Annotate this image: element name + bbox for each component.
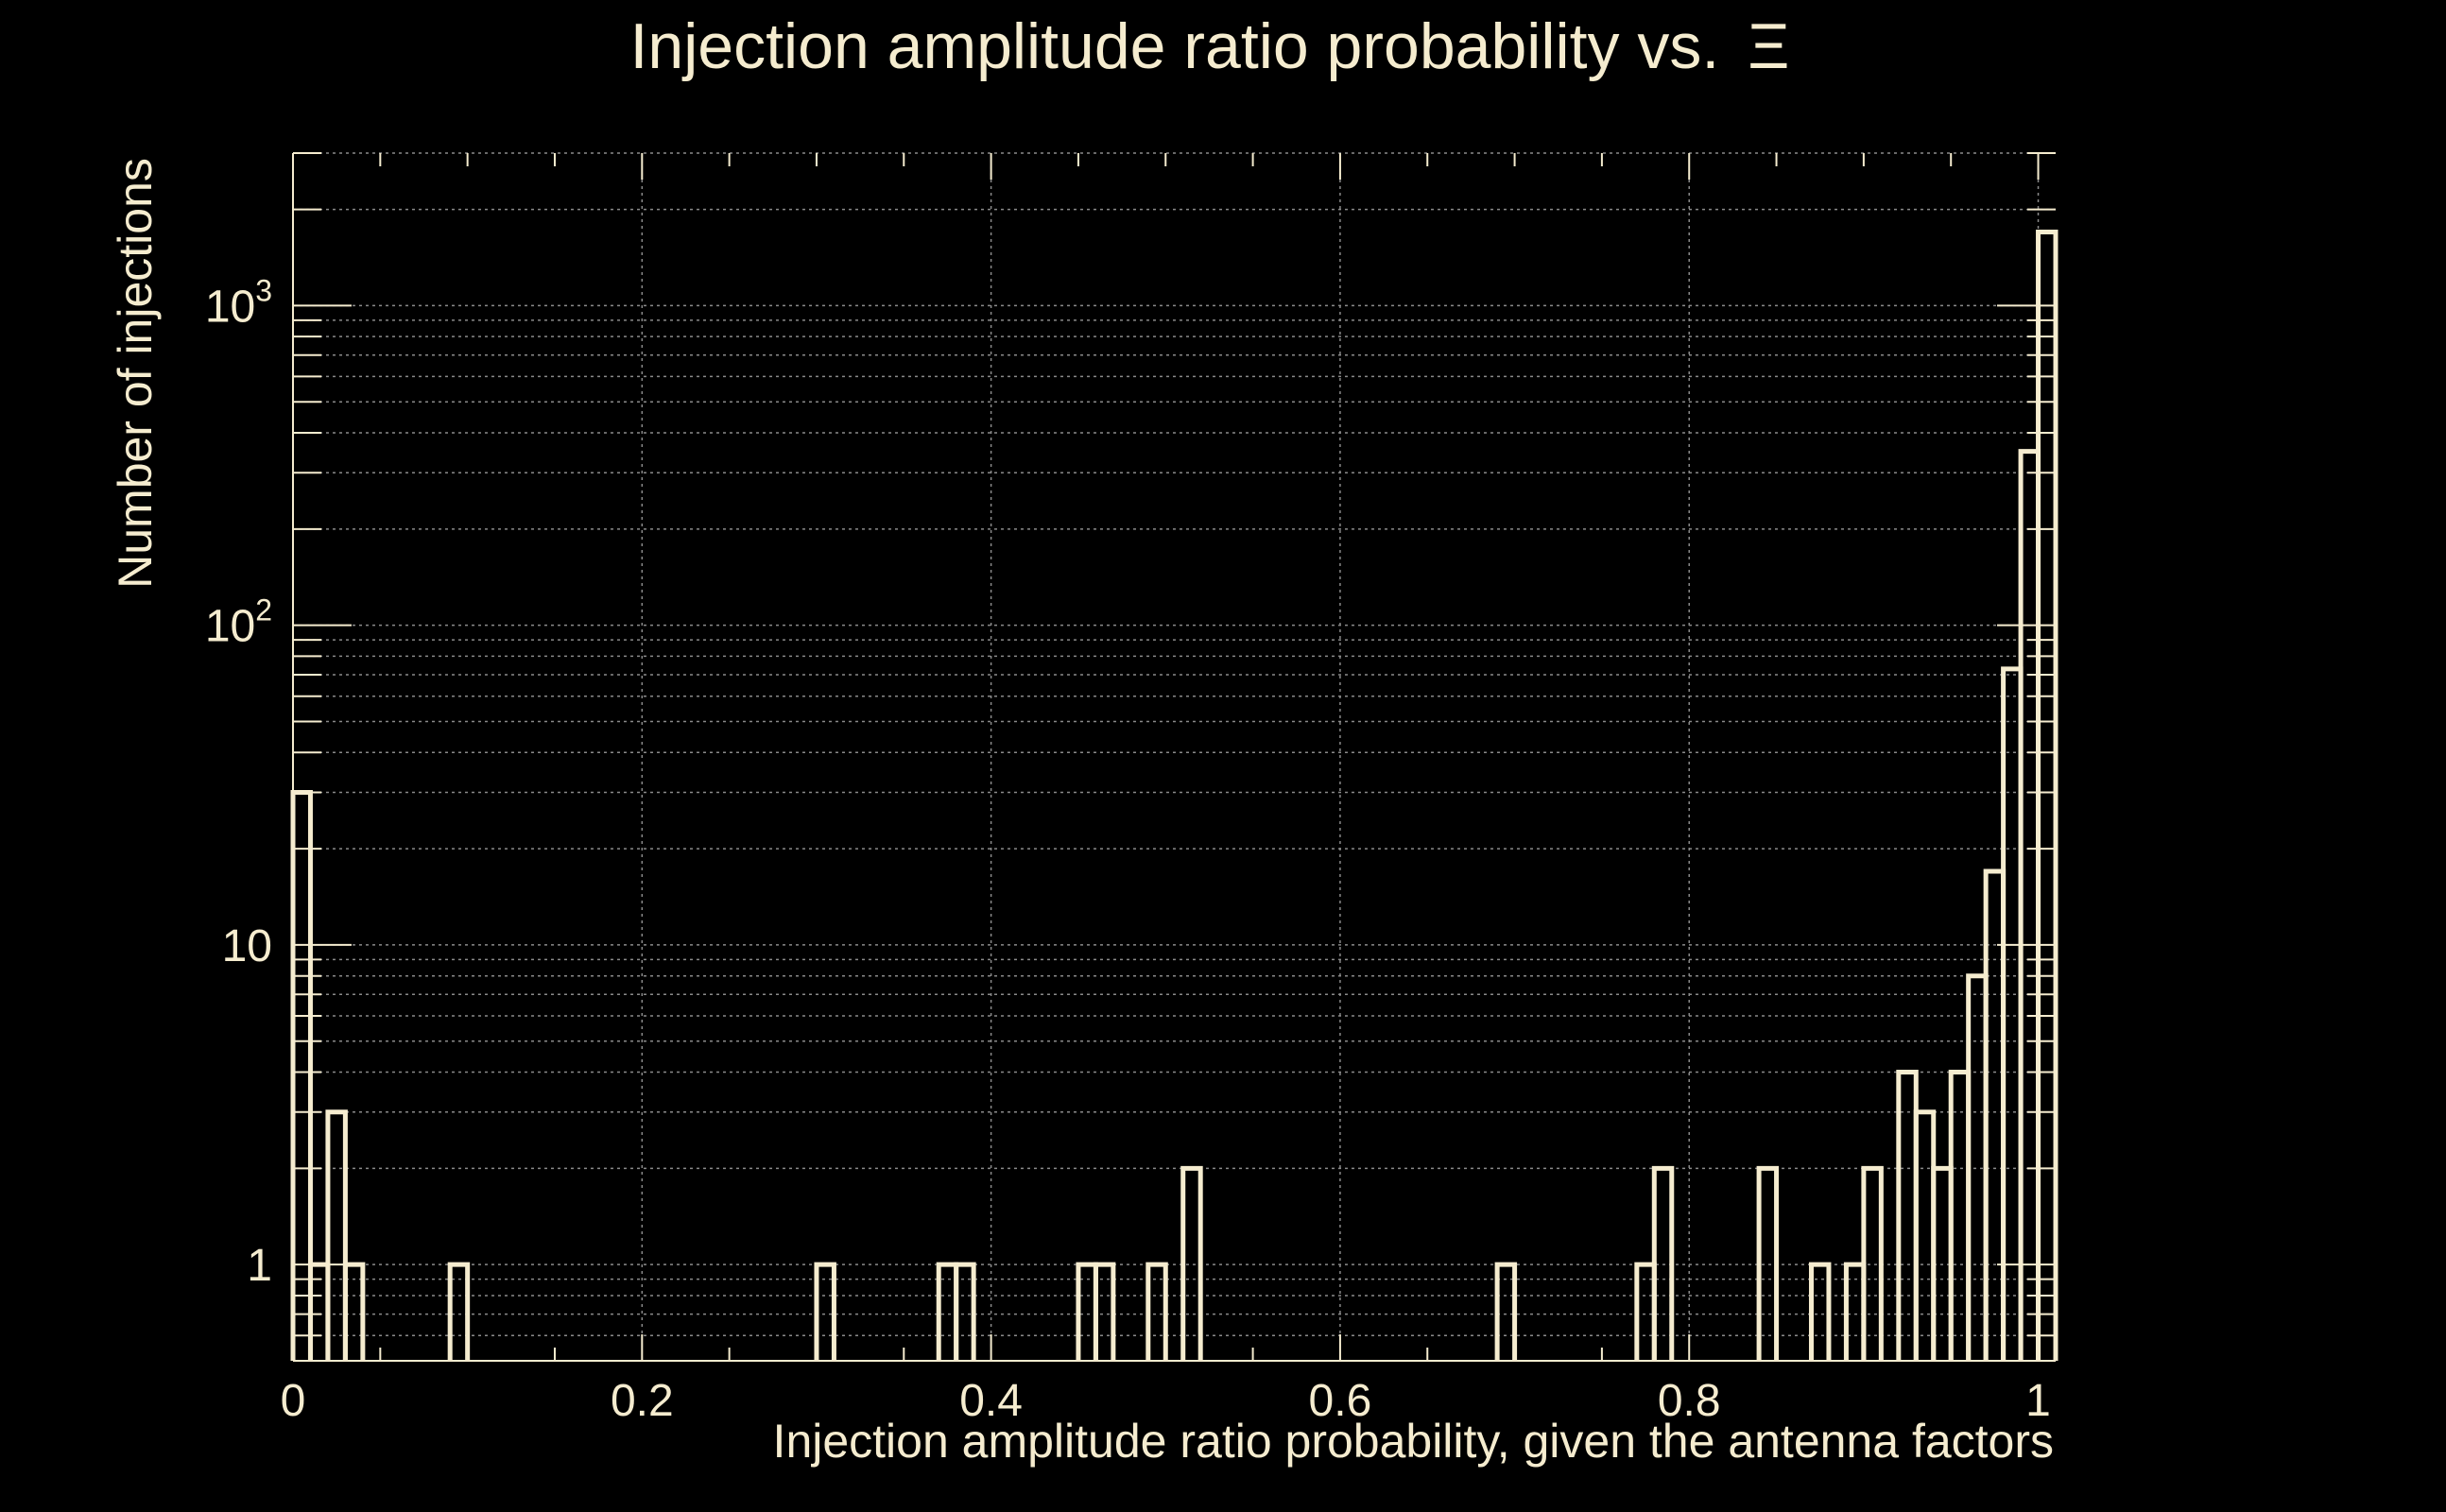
histogram-bin	[447, 1262, 471, 1361]
histogram-bin	[1756, 1165, 1780, 1361]
histogram-bin	[290, 790, 313, 1361]
chart-title: Injection amplitude ratio probability vs…	[629, 10, 1789, 82]
x-tick-label: 0.8	[1658, 1376, 1721, 1426]
chart-title-symbol: Ξ	[1748, 10, 1789, 82]
histogram-bin	[1808, 1262, 1832, 1361]
x-tick-label: 0.2	[611, 1376, 674, 1426]
chart-title-text: Injection amplitude ratio probability vs…	[629, 10, 1719, 82]
histogram-bin	[1913, 1109, 1937, 1361]
histogram-bin	[936, 1262, 959, 1361]
histogram-bin	[1896, 1070, 1919, 1361]
y-tick-label: 1	[247, 1241, 272, 1291]
histogram-bin	[2001, 666, 2024, 1361]
x-tick-label: 0.4	[959, 1376, 1023, 1426]
histogram-bin	[1494, 1262, 1518, 1361]
y-tick-label: 103	[205, 273, 272, 332]
histogram-series	[290, 229, 2058, 1361]
x-tick-label: 0	[281, 1376, 306, 1426]
histogram-bin	[1180, 1165, 1203, 1361]
x-axis-label: Injection amplitude ratio probability, g…	[773, 1415, 2054, 1468]
histogram-bin	[1861, 1165, 1884, 1361]
y-axis-label: Number of injections	[109, 158, 162, 589]
x-tick-label: 0.6	[1309, 1376, 1372, 1426]
histogram-bin	[2036, 229, 2058, 1361]
x-tick-label: 1	[2025, 1376, 2051, 1426]
tick-labels: 0 0.2 0.4 0.6 0.8 1 1 10 102 103	[205, 273, 2051, 1426]
histogram-bin	[1145, 1262, 1168, 1361]
histogram-bin	[1093, 1262, 1116, 1361]
histogram-bin	[954, 1262, 976, 1361]
histogram-bin	[814, 1262, 836, 1361]
grid-layer	[292, 152, 2056, 1362]
y-tick-label: 102	[205, 593, 272, 652]
y-tick-label: 10	[222, 921, 272, 971]
histogram-bin	[2018, 449, 2041, 1361]
histogram-bin	[342, 1262, 366, 1361]
histogram-bin	[1651, 1165, 1675, 1361]
histogram-bin	[1966, 973, 1989, 1361]
histogram-bin	[1948, 1070, 1972, 1361]
axis-layer	[292, 152, 2056, 1362]
histogram-bin	[325, 1109, 348, 1361]
